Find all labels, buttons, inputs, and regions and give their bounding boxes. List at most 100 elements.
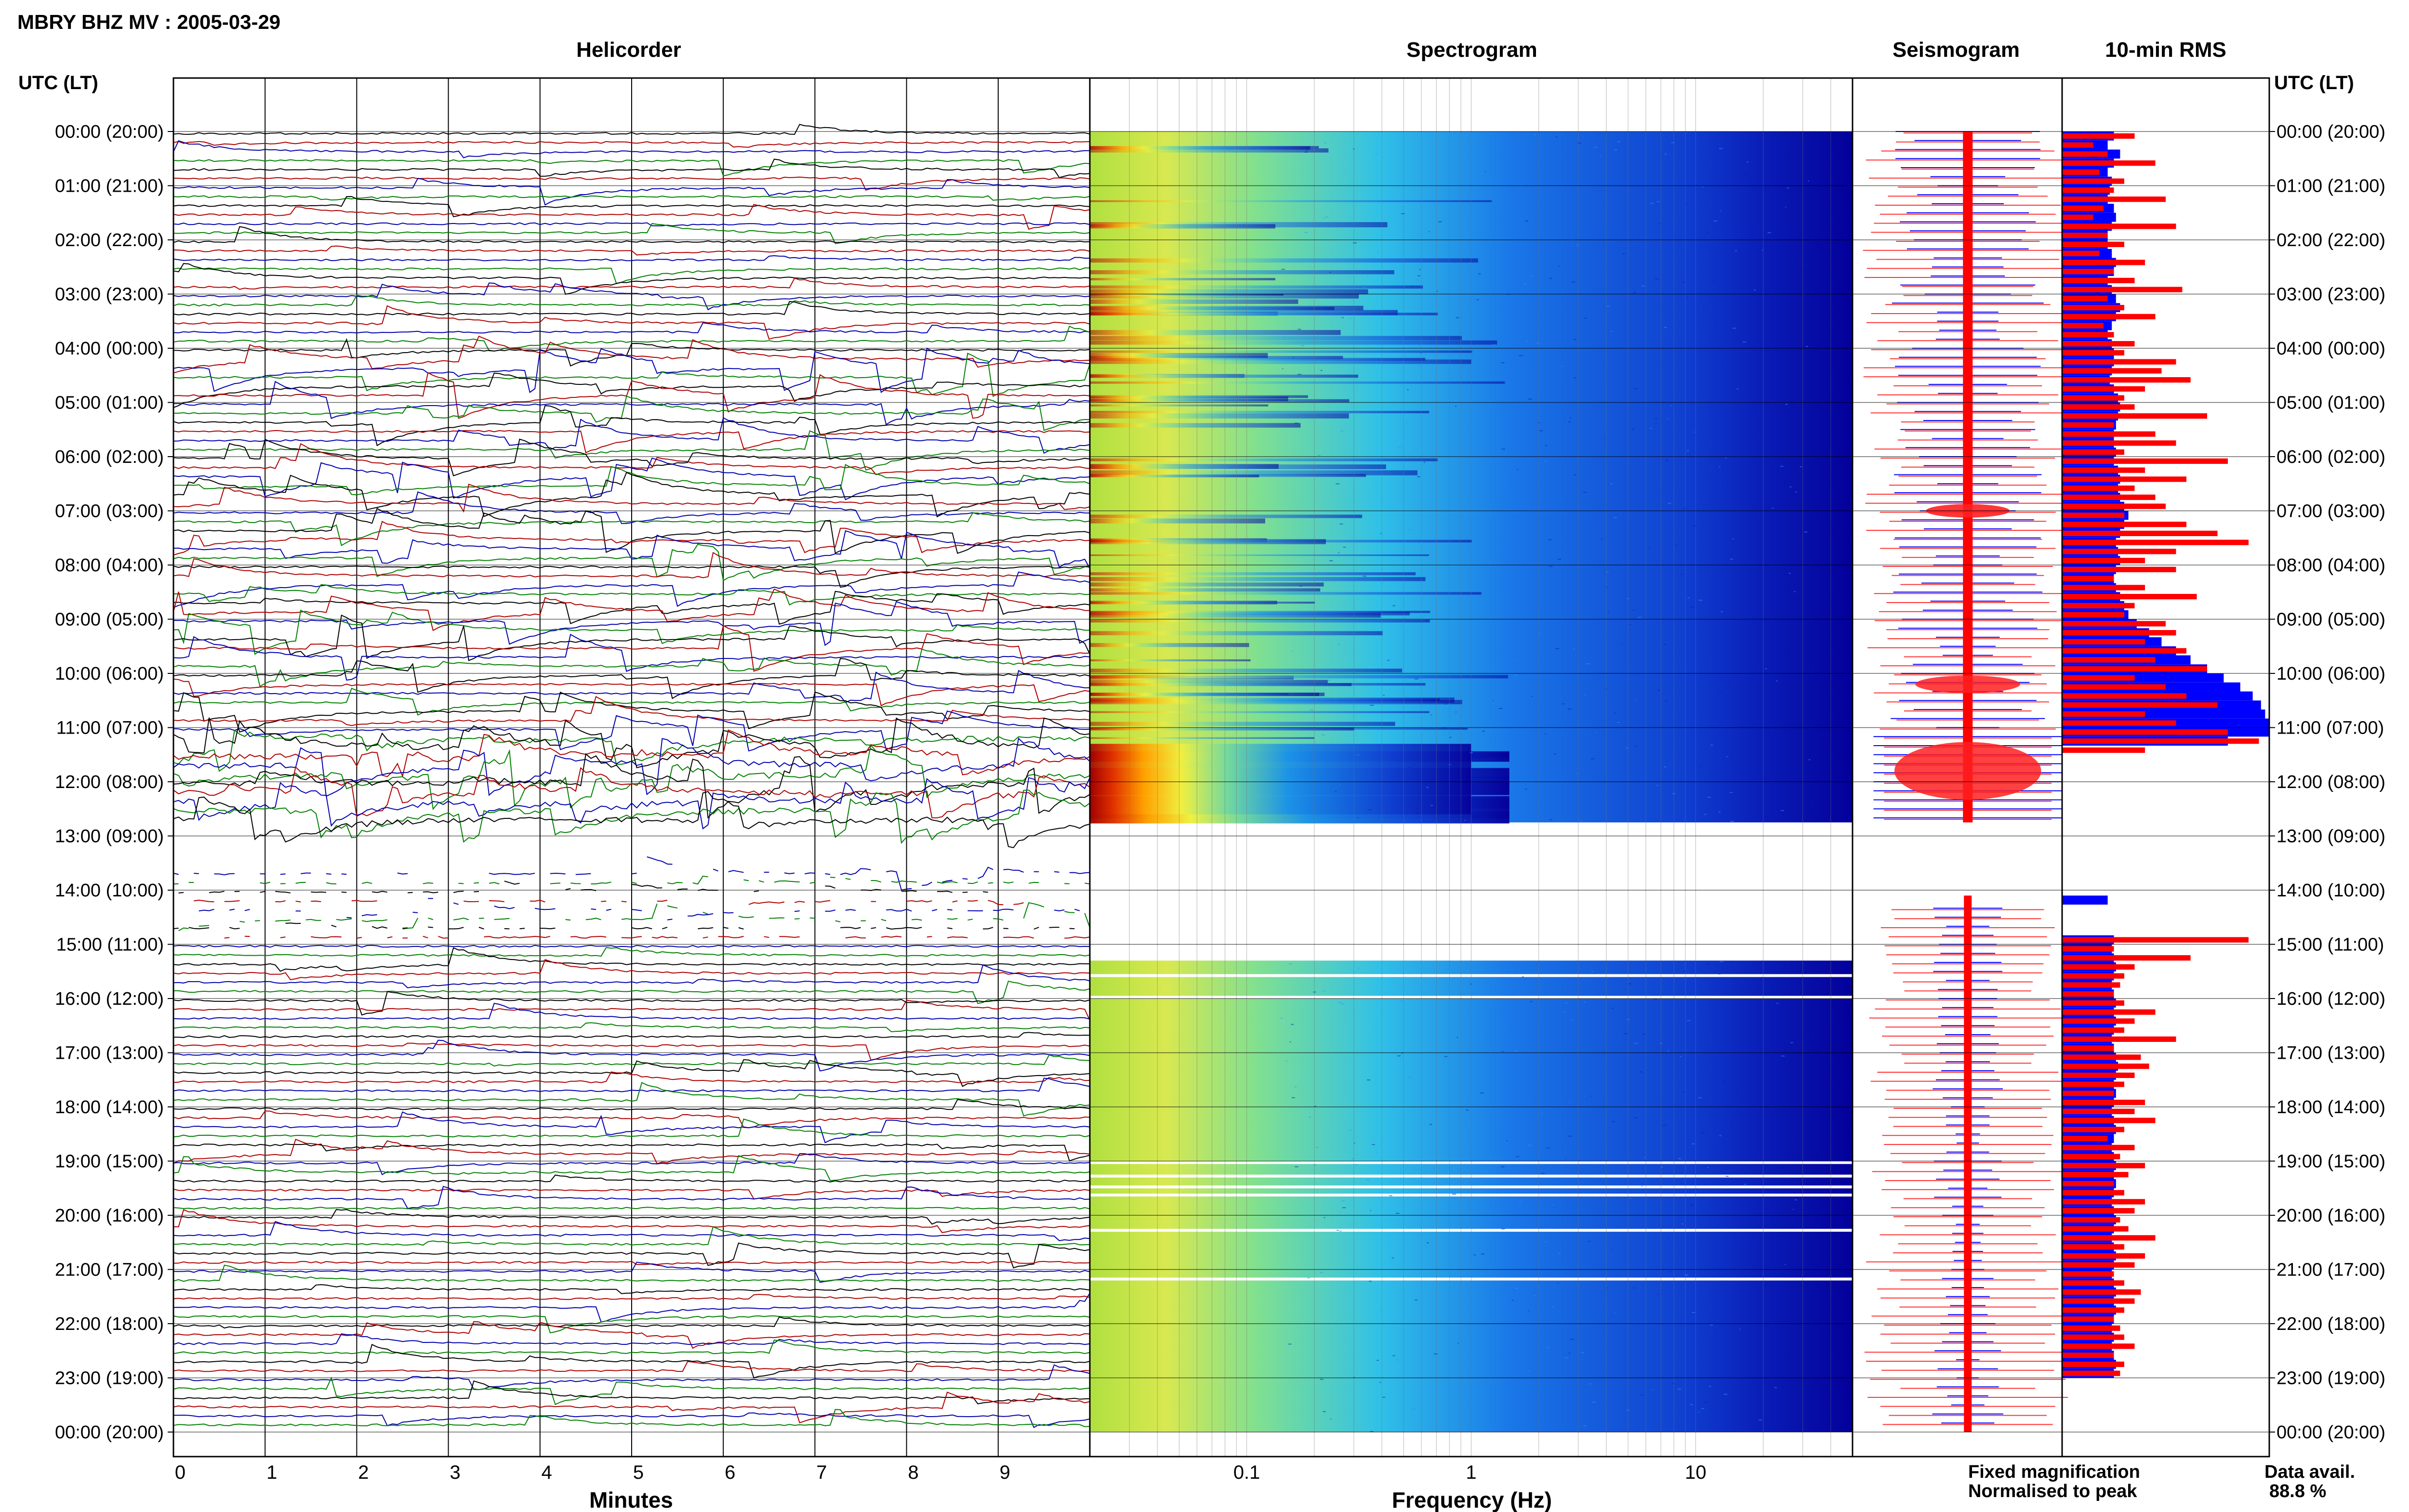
spectrogram-speckle: [1795, 491, 1797, 493]
time-label-left: 06:00 (02:00): [55, 447, 164, 467]
time-label-left: 01:00 (21:00): [55, 176, 164, 197]
time-label-right: 23:00 (19:00): [2277, 1368, 2385, 1389]
spectrogram-speckle: [1584, 1001, 1586, 1003]
time-label-left: 03:00 (23:00): [55, 285, 164, 305]
rms-red-bar: [2062, 982, 2120, 988]
spectrogram-speckle: [1525, 220, 1529, 222]
spectrogram-hot-row: [1090, 619, 1430, 623]
time-label-left: 04:00 (00:00): [55, 339, 164, 359]
spectrogram-speckle: [1731, 962, 1733, 963]
spectrogram-speckle: [1288, 1343, 1292, 1345]
spectrogram-speckle: [1776, 1002, 1779, 1004]
time-label-left: 11:00 (07:00): [56, 718, 164, 738]
spectrogram-speckle: [1511, 1300, 1514, 1301]
rms-red-bar: [2062, 1009, 2156, 1015]
helicorder-trace: [173, 178, 1090, 206]
spectrogram-speckle: [1608, 612, 1609, 613]
helicorder-trace: [173, 1059, 1090, 1087]
spectrogram-speckle: [1690, 606, 1694, 608]
spectrogram-speckle: [1642, 1034, 1646, 1035]
helicorder-trace: [173, 856, 1090, 891]
helicorder-trace: [173, 601, 1090, 646]
spectrogram-hot-row: [1090, 680, 1328, 684]
helicorder-trace: [173, 140, 1090, 158]
rms-red-bar: [2062, 1199, 2145, 1205]
spectrogram-speckle: [1568, 1353, 1571, 1354]
helicorder-trace: [173, 372, 1090, 419]
time-label-left: 23:00 (19:00): [55, 1368, 164, 1389]
spectrogram-hot-row: [1090, 353, 1268, 358]
rms-red-bar: [2062, 1064, 2149, 1069]
spectrogram-speckle: [1739, 1290, 1741, 1291]
time-label-left: 13:00 (09:00): [55, 827, 164, 847]
helicorder-trace: [173, 565, 1090, 588]
rms-red-bar: [2062, 422, 2114, 428]
spectrogram-hot-row: [1090, 410, 1430, 413]
helicorder-trace: [173, 1188, 1090, 1200]
spectrogram-speckle: [1732, 328, 1736, 329]
rms-red-bar: [2062, 1000, 2124, 1006]
spectrogram-speckle: [1289, 963, 1292, 965]
rms-panel: [2062, 131, 2269, 1378]
rms-red-bar: [2062, 711, 2145, 717]
time-label-left: 08:00 (04:00): [55, 555, 164, 576]
spectrogram-speckle: [1710, 1324, 1713, 1326]
spectrogram-speckle: [1650, 202, 1654, 204]
spectrogram-speckle: [1758, 1105, 1759, 1107]
helicorder-trace: [173, 282, 1090, 311]
spectrogram-speckle: [1506, 1140, 1508, 1142]
helicorder-trace: [173, 633, 1090, 681]
spectrogram-speckle: [1357, 817, 1359, 818]
spectrogram-speckle: [1544, 1241, 1547, 1243]
spectrogram-speckle: [1569, 1102, 1570, 1103]
helicorder-trace: [173, 1032, 1090, 1039]
time-label-left: 12:00 (08:00): [55, 772, 164, 792]
spectrogram-speckle: [1631, 429, 1634, 430]
rms-red-bar: [2062, 350, 2124, 355]
rms-red-bar: [2062, 675, 2135, 681]
helicorder-trace: [173, 491, 1090, 524]
rms-red-bar: [2062, 1081, 2124, 1087]
spectrogram-speckle: [1681, 574, 1683, 575]
spectrogram-speckle: [1528, 1144, 1532, 1146]
spectrogram-speckle: [1628, 983, 1631, 985]
spectrogram-speckle: [1338, 552, 1339, 553]
rms-red-bar: [2062, 1253, 2145, 1259]
spectrogram-hot-row: [1090, 611, 1430, 613]
spectrogram-hot-row: [1090, 611, 1410, 616]
spectrogram-speckle: [1530, 1001, 1533, 1002]
spectrogram-speckle: [1475, 644, 1477, 646]
helicorder-trace: [173, 1340, 1090, 1354]
rms-red-bar: [2062, 1127, 2124, 1132]
time-label-left: 00:00 (20:00): [55, 1422, 164, 1443]
helicorder-trace: [173, 325, 1090, 352]
rms-red-bar: [2062, 440, 2176, 446]
time-label-right: 09:00 (05:00): [2277, 610, 2385, 630]
helicorder-trace: [173, 991, 1090, 1016]
helicorder-trace: [173, 552, 1090, 579]
spectrogram-speckle: [1481, 1035, 1483, 1036]
spectrogram-speckle: [1493, 700, 1494, 701]
spectrogram-speckle: [1448, 153, 1449, 155]
rms-red-bar: [2062, 494, 2156, 500]
seismogram-burst: [1894, 742, 2041, 800]
spectrogram-speckle: [1402, 338, 1403, 340]
rms-red-bar: [2062, 169, 2100, 175]
spectrogram-speckle: [1493, 757, 1497, 759]
rms-red-bar: [2062, 250, 2100, 256]
rms-red-bar: [2062, 1208, 2135, 1214]
spectrogram-speckle: [1641, 1185, 1643, 1187]
rms-red-bar: [2062, 666, 2207, 672]
rms-red-bar: [2062, 1334, 2124, 1340]
spectrogram-xlabel: Frequency (Hz): [1392, 1487, 1552, 1512]
spectrogram-speckle: [1444, 1056, 1448, 1057]
minutes-tick-label: 7: [816, 1462, 827, 1483]
spectrogram-speckle: [1744, 1183, 1747, 1185]
spectrogram-speckle: [1706, 964, 1710, 965]
spectrogram-speckle: [1719, 148, 1723, 149]
helicorder-trace: [173, 196, 1090, 218]
spectrogram-speckle: [1391, 1257, 1394, 1259]
spectrogram-hot-row: [1090, 683, 1352, 686]
spectrogram-speckle: [1681, 1223, 1684, 1224]
spectrogram-speckle: [1380, 1309, 1381, 1311]
